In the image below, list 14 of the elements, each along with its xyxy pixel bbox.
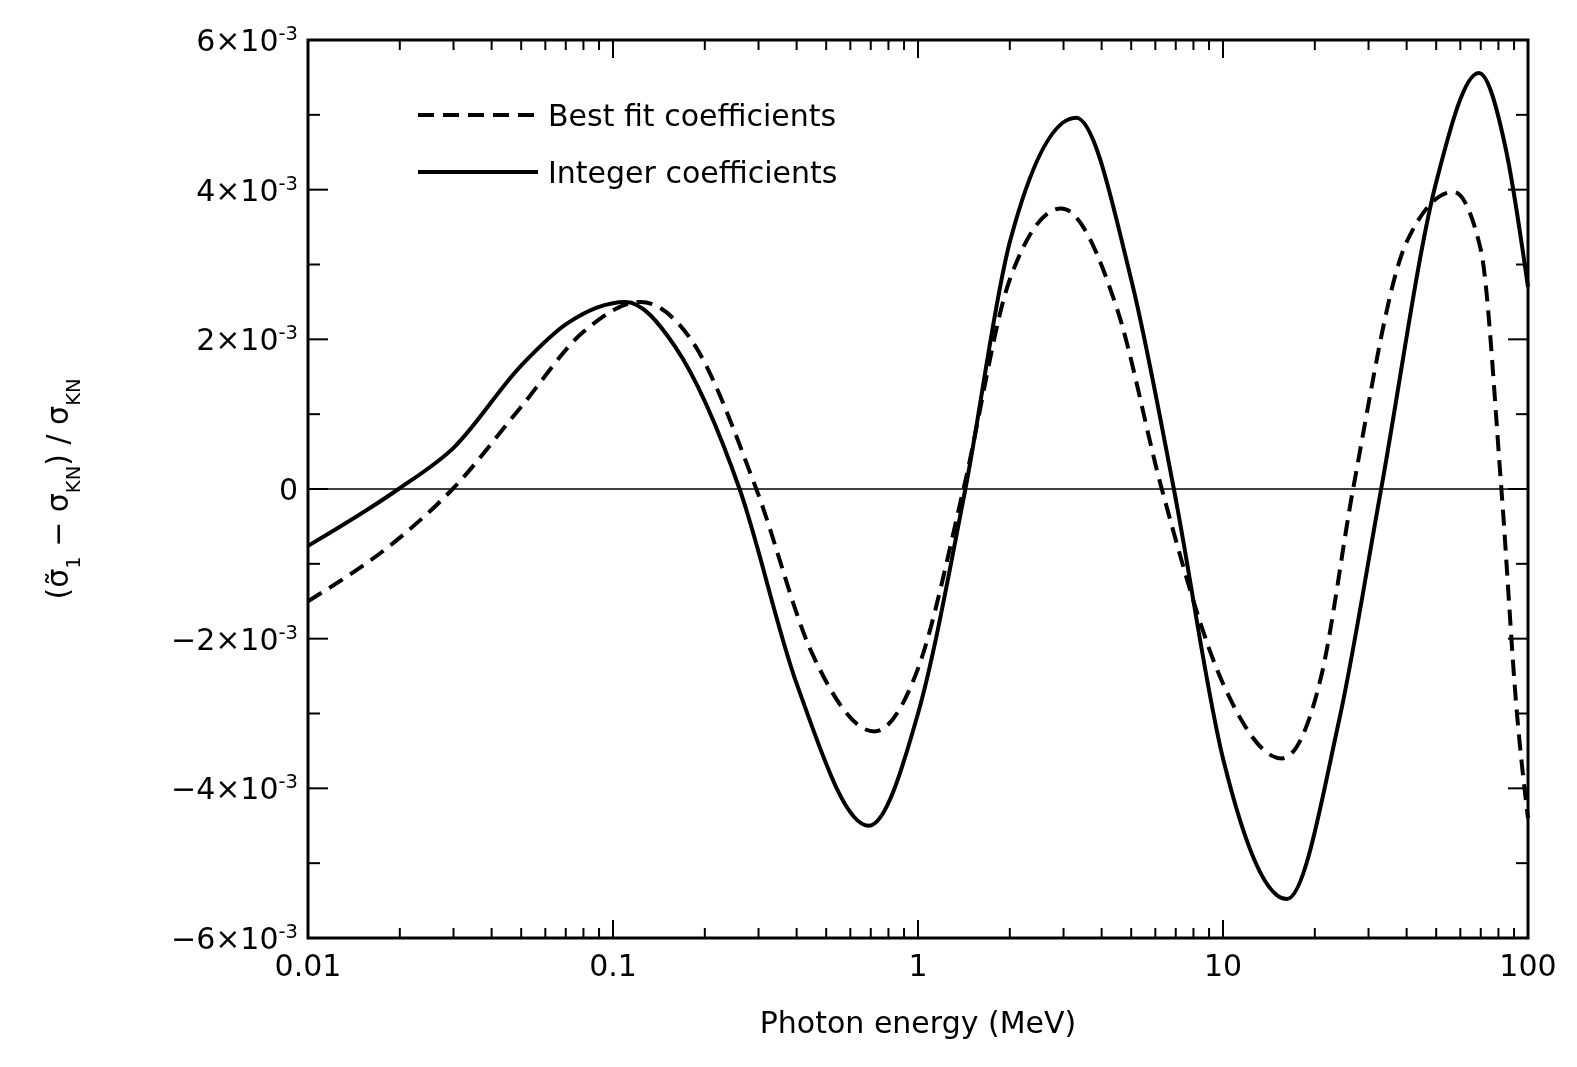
- x-axis-title: Photon energy (MeV): [759, 1005, 1077, 1040]
- legend-label: Best fit coefficients: [548, 98, 837, 133]
- legend-label: Integer coefficients: [548, 155, 838, 190]
- x-tick-label: 0.1: [589, 948, 637, 983]
- y-tick-label: 4×10$^{-3}$: [196, 171, 298, 208]
- x-tick-label: 1: [908, 948, 928, 983]
- x-tick-label: 10: [1203, 948, 1243, 983]
- y-tick-label: 6×10$^{-3}$: [196, 21, 298, 58]
- y-tick-label: −4×10$^{-3}$: [171, 769, 298, 807]
- x-tick-label: 0.01: [274, 948, 342, 983]
- y-tick-label: 0: [278, 472, 298, 507]
- y-tick-label: −2×10$^{-3}$: [171, 620, 298, 657]
- y-tick-label: 2×10$^{-3}$: [196, 320, 298, 358]
- x-tick-label: 100: [1499, 948, 1557, 983]
